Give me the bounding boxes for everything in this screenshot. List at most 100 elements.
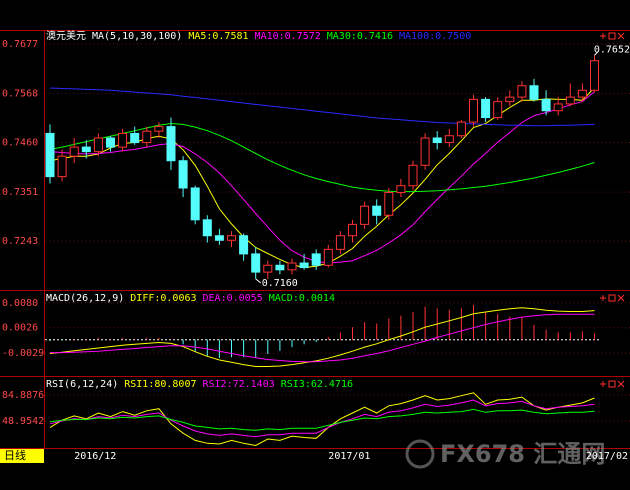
candle-body bbox=[396, 185, 406, 194]
frame bbox=[0, 30, 630, 449]
candle-body bbox=[69, 146, 79, 157]
legend-entry: RSI2:72.1403 bbox=[203, 379, 275, 390]
indicator-line bbox=[49, 399, 595, 438]
y-tick-label: 0.7568 bbox=[2, 88, 38, 99]
candle-body bbox=[408, 164, 418, 187]
candle-body bbox=[553, 103, 563, 112]
indicator-line bbox=[50, 313, 595, 363]
indicator-line bbox=[49, 91, 595, 264]
annotation: 0.7652 bbox=[594, 44, 630, 55]
candle-body bbox=[81, 146, 91, 153]
y-tick-label: 0.7243 bbox=[2, 236, 38, 247]
legend-entry: MA30:0.7416 bbox=[327, 31, 393, 42]
legend-entry: RSI1:80.8007 bbox=[124, 379, 196, 390]
candle-body bbox=[239, 235, 249, 255]
y-tick-label: 84.8876 bbox=[2, 390, 44, 401]
legend-entry: RSI3:62.4716 bbox=[281, 379, 353, 390]
legend-entry: MA100:0.7500 bbox=[399, 31, 471, 42]
icon bbox=[617, 32, 625, 40]
legend-entry: DEA:0.0055 bbox=[203, 293, 263, 304]
candle-body bbox=[118, 132, 128, 148]
candle-body bbox=[154, 126, 164, 132]
candle-body bbox=[227, 235, 236, 241]
legend-entry: MA10:0.7572 bbox=[255, 31, 321, 42]
indicator-line bbox=[49, 122, 595, 193]
candle-body bbox=[323, 248, 333, 266]
candle-body bbox=[299, 262, 309, 269]
y-tick-label: 0.0026 bbox=[2, 323, 38, 334]
indicator-line bbox=[49, 87, 595, 269]
x-tick-label: 2017/01 bbox=[328, 451, 370, 462]
candle-body bbox=[93, 137, 103, 153]
candle-body bbox=[57, 155, 67, 178]
candle-body bbox=[142, 130, 152, 144]
candle-body bbox=[541, 98, 551, 112]
icon bbox=[608, 380, 616, 388]
candle-body bbox=[384, 192, 394, 216]
candle-body bbox=[505, 96, 515, 103]
icon bbox=[608, 294, 616, 302]
candle-body bbox=[360, 205, 370, 225]
candle-body bbox=[190, 187, 200, 221]
legend-entry: DIFF:0.0063 bbox=[130, 293, 196, 304]
icon bbox=[617, 380, 625, 388]
indicator-label: RSI(6,12,24) bbox=[46, 379, 118, 390]
watermark-logo bbox=[405, 439, 435, 469]
candle-body bbox=[214, 235, 224, 241]
y-tick-label: 0.0080 bbox=[2, 298, 38, 309]
icon bbox=[617, 294, 625, 302]
candle-body bbox=[529, 85, 539, 100]
legend-entry: MA5:0.7581 bbox=[188, 31, 248, 42]
icon bbox=[608, 32, 616, 40]
annotation-pointer bbox=[255, 278, 262, 284]
legend-entry: MACD:0.0014 bbox=[269, 293, 335, 304]
period-label: 日线 bbox=[4, 448, 26, 462]
logo-ring bbox=[405, 439, 435, 469]
candle-body bbox=[166, 126, 176, 162]
candle-body bbox=[178, 160, 188, 189]
candle-body bbox=[444, 135, 454, 144]
y-tick-label: 48.9542 bbox=[2, 416, 44, 427]
candle-body bbox=[311, 253, 321, 266]
candle-body bbox=[432, 137, 442, 144]
candle-body bbox=[45, 132, 55, 178]
watermark: FX678 汇通网 bbox=[440, 440, 605, 468]
candle-body bbox=[469, 98, 478, 123]
candle-body bbox=[335, 235, 345, 250]
y-tick-label: -0.0029 bbox=[2, 348, 44, 359]
chart-title: 澳元美元 bbox=[46, 29, 86, 42]
candle-body bbox=[517, 85, 527, 98]
candle-body bbox=[287, 262, 297, 271]
candle-body bbox=[263, 264, 273, 273]
candle-body bbox=[420, 137, 430, 166]
indicator-line bbox=[49, 87, 595, 127]
indicator-line bbox=[49, 392, 595, 447]
candle-body bbox=[130, 132, 140, 144]
candle-body bbox=[577, 89, 587, 98]
candle-body bbox=[493, 101, 503, 119]
candle-body bbox=[481, 98, 491, 119]
candle-body bbox=[106, 137, 115, 148]
candle-body bbox=[275, 264, 285, 271]
x-tick-label: 2016/12 bbox=[74, 451, 116, 462]
y-tick-label: 0.7460 bbox=[2, 138, 38, 149]
candle-body bbox=[565, 96, 575, 105]
indicator-line bbox=[49, 307, 595, 367]
candle-body bbox=[372, 205, 382, 216]
x-tick-label: 2017/02 bbox=[586, 451, 628, 462]
period-box bbox=[0, 449, 44, 463]
candle-body bbox=[590, 60, 599, 91]
candle-body bbox=[348, 223, 357, 237]
annotation-pointer bbox=[594, 50, 599, 56]
candle-body bbox=[202, 219, 212, 237]
candle-body bbox=[251, 253, 261, 273]
indicator-line bbox=[49, 408, 595, 431]
annotation: 0.7160 bbox=[262, 278, 298, 289]
candle-body bbox=[456, 121, 466, 137]
indicator-label: MA(5,10,30,100) bbox=[92, 31, 182, 42]
y-tick-label: 0.7677 bbox=[2, 39, 38, 50]
y-tick-label: 0.7351 bbox=[2, 187, 38, 198]
